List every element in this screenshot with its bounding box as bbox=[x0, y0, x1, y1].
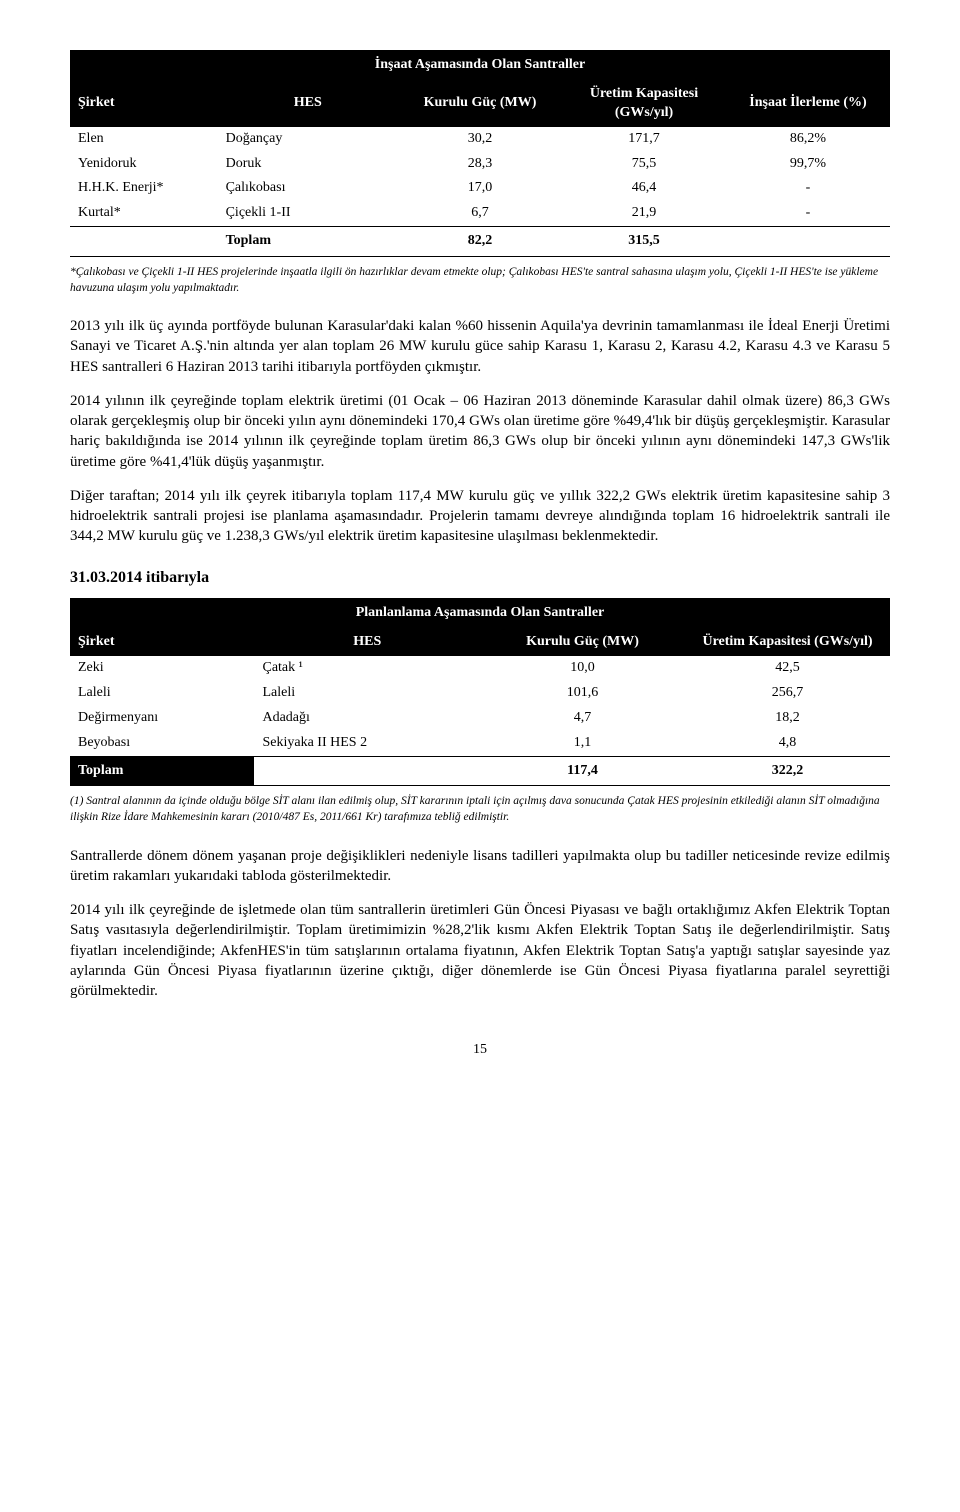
table-row: H.H.K. Enerji* Çalıkobası 17,0 46,4 - bbox=[70, 176, 890, 201]
table1-title: İnşaat Aşamasında Olan Santraller bbox=[70, 50, 890, 81]
table1-total: Toplam 82,2 315,5 bbox=[70, 227, 890, 257]
th2-capacity: Üretim Kapasitesi (GWs/yıl) bbox=[685, 629, 890, 656]
paragraph-2: 2014 yılının ilk çeyreğinde toplam elekt… bbox=[70, 391, 890, 472]
construction-table: İnşaat Aşamasında Olan Santraller Şirket… bbox=[70, 50, 890, 257]
table-row: Beyobası Sekiyaka II HES 2 1,1 4,8 bbox=[70, 731, 890, 756]
paragraph-3: Diğer taraftan; 2014 yılı ilk çeyrek iti… bbox=[70, 486, 890, 547]
table-row: Kurtal* Çiçekli 1-II 6,7 21,9 - bbox=[70, 201, 890, 226]
th-company: Şirket bbox=[70, 81, 218, 127]
th-hes: HES bbox=[218, 81, 398, 127]
table-row: Değirmenyanı Adadağı 4,7 18,2 bbox=[70, 706, 890, 731]
planning-table: Planlanlama Aşamasında Olan Santraller Ş… bbox=[70, 598, 890, 786]
table-row: Laleli Laleli 101,6 256,7 bbox=[70, 681, 890, 706]
section-heading: 31.03.2014 itibarıyla bbox=[70, 567, 890, 589]
paragraph-4: Santrallerde dönem dönem yaşanan proje d… bbox=[70, 846, 890, 887]
table-row: Yenidoruk Doruk 28,3 75,5 99,7% bbox=[70, 152, 890, 177]
page-number: 15 bbox=[70, 1041, 890, 1060]
table-row: Zeki Çatak ¹ 10,0 42,5 bbox=[70, 656, 890, 681]
table2-footnote: (1) Santral alanının da içinde olduğu bö… bbox=[70, 794, 890, 825]
th2-power: Kurulu Güç (MW) bbox=[480, 629, 685, 656]
th-power: Kurulu Güç (MW) bbox=[398, 81, 562, 127]
th2-company: Şirket bbox=[70, 629, 254, 656]
paragraph-1: 2013 yılı ilk üç ayında portföyde buluna… bbox=[70, 316, 890, 377]
table-row: Elen Doğançay 30,2 171,7 86,2% bbox=[70, 127, 890, 152]
table1-footnote: *Çalıkobası ve Çiçekli 1-II HES projeler… bbox=[70, 265, 890, 296]
table2-title: Planlanlama Aşamasında Olan Santraller bbox=[70, 598, 890, 629]
paragraph-5: 2014 yılı ilk çeyreğinde de işletmede ol… bbox=[70, 900, 890, 1001]
th2-hes: HES bbox=[254, 629, 479, 656]
table2-total: Toplam 117,4 322,2 bbox=[70, 756, 890, 786]
th-capacity: Üretim Kapasitesi (GWs/yıl) bbox=[562, 81, 726, 127]
th-progress: İnşaat İlerleme (%) bbox=[726, 81, 890, 127]
